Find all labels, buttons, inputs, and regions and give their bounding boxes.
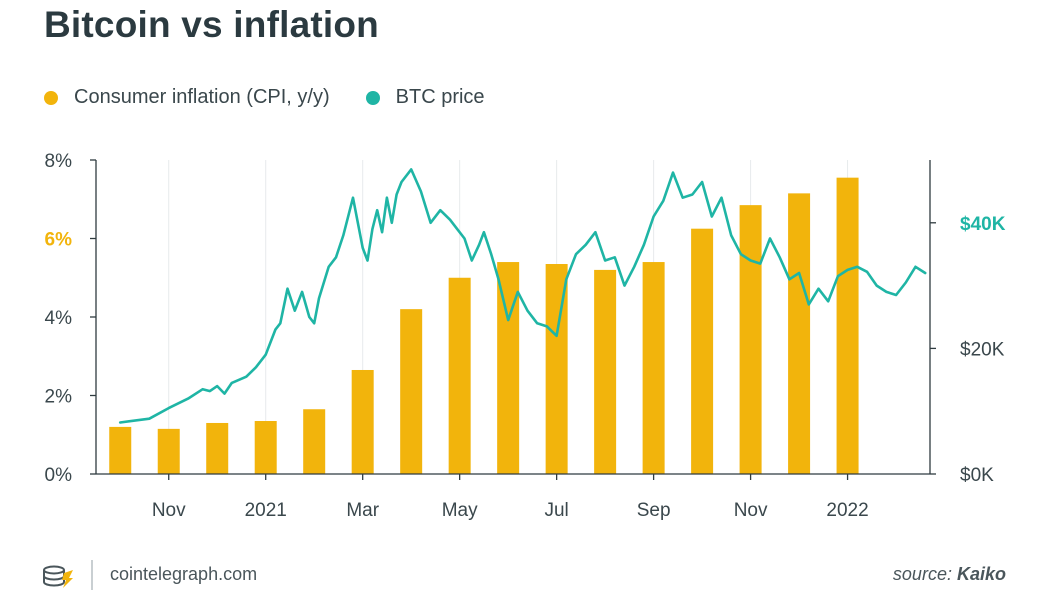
cpi-bar-oct-2020 — [157, 428, 180, 474]
x-tick-label-5: Sep — [637, 500, 671, 521]
right-tick-label-2: $40K — [960, 214, 1006, 235]
footer-divider — [91, 560, 93, 590]
right-tick-label-0: $0K — [960, 465, 994, 486]
source-prefix: source: — [892, 564, 952, 584]
legend-item-btc: BTC price — [365, 86, 485, 109]
cpi-bar-aug-2021 — [642, 262, 665, 474]
left-tick-label-1: 2% — [45, 387, 73, 408]
cpi-bar-dec-2020 — [254, 421, 277, 474]
cpi-bar-apr-2021 — [448, 277, 471, 474]
cpi-bar-nov-2020 — [206, 422, 229, 474]
left-tick-label-2: 4% — [45, 308, 73, 329]
chart: 0% 2% 4% 6% 8% $0K $20K $40K Nov 2021 Mar May Jul Sep… — [45, 151, 1006, 521]
x-tick-label-6: Nov — [734, 500, 768, 521]
cpi-bar-jul-2021 — [594, 269, 617, 474]
legend-label-btc: BTC price — [395, 86, 485, 108]
cointelegraph-logo-icon — [43, 565, 73, 588]
footer-site[interactable]: cointelegraph.com — [110, 564, 258, 584]
x-tick-label-3: May — [442, 500, 478, 521]
cpi-bar-dec-2021 — [836, 177, 859, 474]
legend-swatch-btc — [365, 90, 380, 105]
footer-source: source: Kaiko — [893, 564, 1006, 585]
right-tick-label-1: $20K — [960, 339, 1005, 360]
legend: Consumer inflation (CPI, y/y) BTC price — [44, 86, 521, 109]
cpi-bar-jun-2021 — [545, 264, 568, 474]
cpi-bar-nov-2021 — [788, 193, 811, 475]
cpi-bar-jan-2021 — [303, 409, 326, 474]
x-tick-label-4: Jul — [544, 500, 568, 521]
cpi-bar-may-2021 — [497, 262, 520, 474]
legend-label-cpi: Consumer inflation (CPI, y/y) — [74, 86, 330, 108]
x-tick-label-7: 2022 — [826, 500, 868, 521]
btc-price-line — [118, 168, 927, 424]
page-title: Bitcoin vs inflation — [44, 4, 379, 45]
cpi-bar-oct-2021 — [739, 205, 762, 474]
left-tick-label-4: 8% — [45, 151, 73, 172]
source-name: Kaiko — [956, 564, 1006, 584]
x-tick-label-0: Nov — [152, 500, 186, 521]
cpi-bar-sep-2021 — [691, 228, 714, 474]
legend-swatch-cpi — [44, 90, 58, 105]
cpi-bar-sep-2020 — [109, 426, 132, 474]
x-tick-label-2: Mar — [346, 500, 379, 521]
left-tick-label-3: 6% — [45, 230, 73, 251]
legend-item-cpi: Consumer inflation (CPI, y/y) — [44, 86, 330, 109]
x-tick-label-1: 2021 — [245, 500, 287, 521]
left-tick-label-0: 0% — [45, 465, 73, 486]
cpi-bar-feb-2021 — [351, 369, 374, 474]
cpi-bar-mar-2021 — [400, 309, 423, 474]
